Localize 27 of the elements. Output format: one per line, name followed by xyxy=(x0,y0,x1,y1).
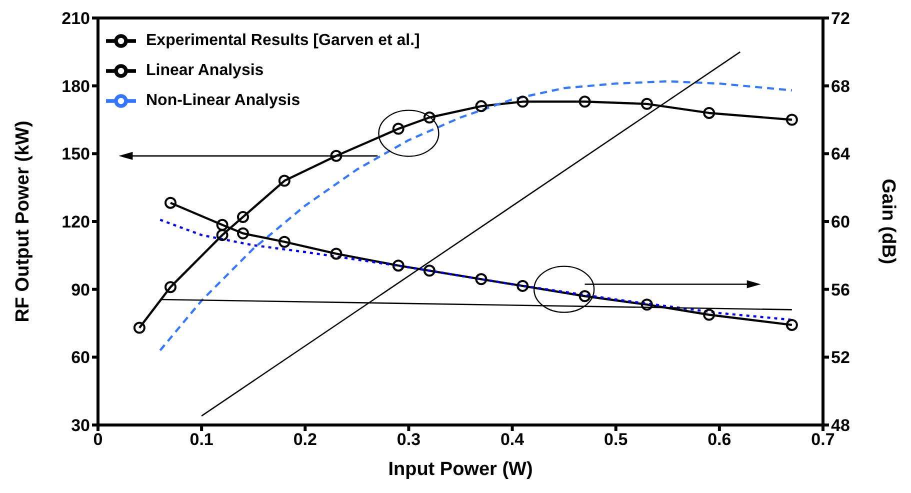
y2-tick-label: 72 xyxy=(831,9,850,28)
x-tick-label: 0.6 xyxy=(708,430,732,450)
x-tick-label: 0.3 xyxy=(396,430,421,450)
x-tick-label: 0 xyxy=(93,430,103,450)
y2-tick-label: 64 xyxy=(831,144,850,164)
y-tick-label: 30 xyxy=(71,416,90,436)
y-axis-title: RF Output Power (kW) xyxy=(12,120,34,322)
y-tick-label: 180 xyxy=(62,76,90,96)
legend-label: Non-Linear Analysis xyxy=(146,92,300,110)
y-tick-label: 90 xyxy=(71,280,90,300)
y2-tick-label: 68 xyxy=(831,76,850,96)
x-axis-title: Input Power (W) xyxy=(388,459,533,480)
x-tick-label: 0.1 xyxy=(190,430,214,450)
legend-label: Experimental Results [Garven et al.] xyxy=(146,32,420,50)
x-tick-label: 0.5 xyxy=(604,430,628,450)
y-tick-label: 150 xyxy=(62,144,90,164)
x-tick-label: 0.7 xyxy=(811,430,835,450)
y2-axis-title: Gain (dB) xyxy=(877,178,898,264)
legend-label: Linear Analysis xyxy=(146,62,264,80)
y-tick-label: 120 xyxy=(62,212,90,232)
y-tick-label: 60 xyxy=(71,348,90,368)
x-tick-label: 0.4 xyxy=(500,430,525,450)
y2-tick-label: 56 xyxy=(831,280,850,300)
y2-tick-label: 60 xyxy=(831,212,850,232)
x-tick-label: 0.2 xyxy=(293,430,317,450)
y2-tick-label: 52 xyxy=(831,348,850,368)
y-tick-label: 210 xyxy=(62,9,90,28)
